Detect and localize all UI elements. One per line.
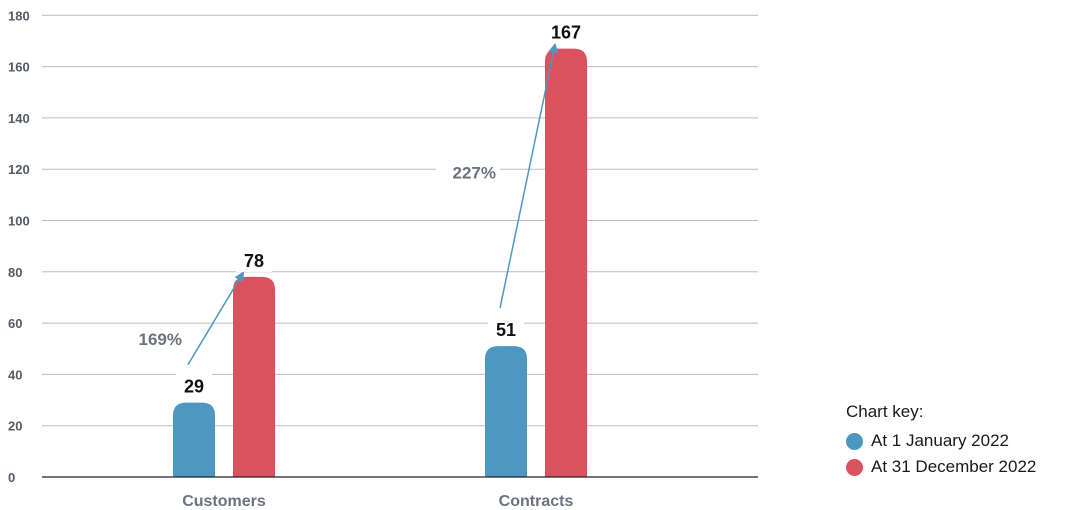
bar-contracts-end: [545, 48, 587, 478]
legend-label-start: At 1 January 2022: [871, 431, 1009, 450]
value-label-background: [488, 317, 524, 342]
legend-label-end: At 31 December 2022: [871, 457, 1037, 476]
y-tick-label: 0: [8, 470, 15, 485]
y-tick-label: 40: [8, 367, 22, 382]
value-label-background: [176, 373, 212, 398]
y-tick-label: 100: [8, 214, 30, 229]
y-tick-label: 20: [8, 419, 22, 434]
legend-dot-blue: [846, 432, 863, 450]
bar-customers-end: [233, 276, 275, 477]
category-label-contracts: Contracts: [499, 493, 574, 510]
data-labels: 29 78 51 167 169% 227%: [122, 19, 590, 398]
growth-arrow: [499, 42, 559, 309]
legend-dot-red: [846, 458, 863, 476]
value-label: 29: [184, 377, 204, 397]
value-label-background: [542, 19, 590, 44]
pct-label-background: [436, 160, 500, 185]
legend-title: Chart key:: [846, 402, 924, 421]
y-tick-label: 80: [8, 265, 22, 280]
legend-item-end: At 31 December 2022: [846, 454, 1036, 480]
growth-percentage-label: 169%: [139, 330, 182, 349]
chart-legend: Chart key: At 1 January 2022 At 31 Decem…: [846, 402, 1036, 480]
value-label: 78: [244, 251, 264, 271]
bar-customers-start: [173, 402, 215, 477]
category-label-customers: Customers: [182, 493, 266, 510]
growth-arrows: [187, 42, 559, 366]
y-tick-label: 140: [8, 111, 30, 126]
bars: [173, 48, 587, 478]
bar-contracts-start: [485, 346, 527, 477]
gridlines: [42, 14, 758, 427]
value-label: 51: [496, 320, 516, 340]
value-label-background: [236, 247, 272, 272]
legend-item-start: At 1 January 2022: [846, 428, 1036, 454]
growth-arrow: [187, 271, 245, 366]
y-axis-ticks: 0 20 40 60 80 100 120 140 160 180: [8, 8, 30, 485]
growth-percentage-label: 227%: [453, 163, 496, 182]
y-tick-label: 180: [8, 8, 30, 23]
y-tick-label: 60: [8, 316, 22, 331]
y-tick-label: 160: [8, 60, 30, 75]
y-tick-label: 120: [8, 162, 30, 177]
value-label: 167: [551, 23, 581, 43]
pct-label-background: [122, 326, 186, 351]
